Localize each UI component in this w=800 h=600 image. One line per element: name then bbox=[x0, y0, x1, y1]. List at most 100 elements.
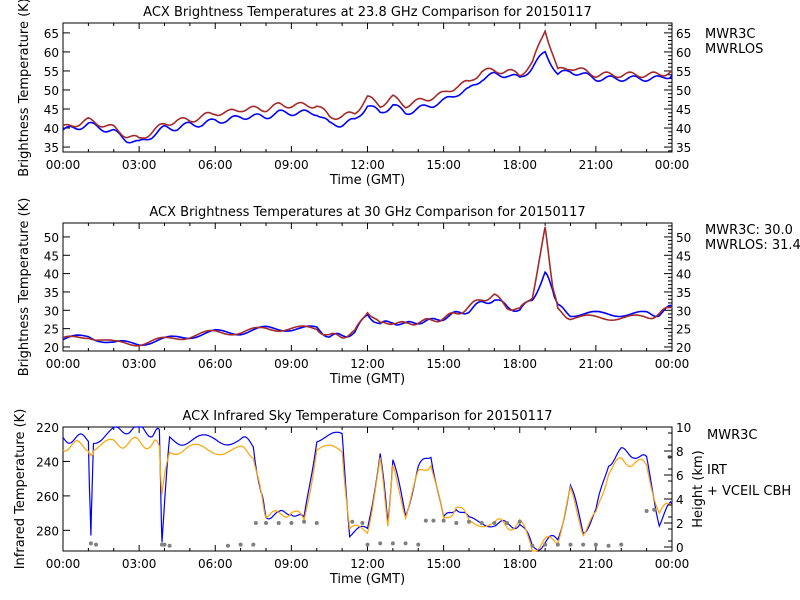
cbh-point bbox=[568, 542, 573, 547]
cbh-point bbox=[530, 543, 535, 548]
cbh-point bbox=[454, 521, 459, 525]
cbh-point bbox=[350, 519, 355, 524]
y2-tick-label: 0 bbox=[676, 541, 684, 555]
cbh-point bbox=[251, 542, 256, 547]
y-tick-label-right: 50 bbox=[676, 231, 691, 245]
x-tick-label: 03:00 bbox=[122, 158, 157, 172]
y2-axis-label: Height (km) bbox=[691, 450, 706, 527]
y2-tick-label: 8 bbox=[676, 445, 684, 459]
cbh-point bbox=[652, 507, 657, 512]
cbh-point bbox=[441, 518, 446, 523]
series-line-irt bbox=[62, 436, 673, 552]
y-tick-label: 55 bbox=[44, 65, 59, 79]
x-axis-label: Time (GMT) bbox=[329, 173, 405, 188]
series-line-mwrlos bbox=[62, 226, 673, 347]
plot-frame bbox=[62, 22, 673, 153]
cbh-point bbox=[302, 519, 307, 524]
x-tick-label: 00:00 bbox=[655, 557, 690, 571]
cbh-point bbox=[403, 541, 408, 546]
x-axis-label: Time (GMT) bbox=[329, 572, 405, 587]
cbh-point bbox=[644, 509, 649, 513]
x-tick-label: 03:00 bbox=[122, 357, 157, 371]
y-tick-label-right: 45 bbox=[676, 249, 691, 263]
chart-title: ACX Brightness Temperatures at 23.8 GHz … bbox=[143, 5, 592, 20]
y-tick-label: 50 bbox=[44, 231, 59, 245]
y-tick-label: 240 bbox=[36, 455, 59, 469]
y-axis-label: Brightness Temperature (K) bbox=[17, 0, 32, 177]
y-tick-label: 260 bbox=[36, 490, 59, 504]
x-tick-label: 12:00 bbox=[350, 557, 385, 571]
legend-entry: MWR3C: 30.0 bbox=[705, 223, 793, 238]
y-tick-label: 280 bbox=[36, 524, 59, 538]
legend-entry: MWR3C bbox=[707, 428, 757, 443]
y2-tick-label: 2 bbox=[676, 517, 684, 531]
y-tick-label: 30 bbox=[44, 304, 59, 318]
x-tick-label: 06:00 bbox=[198, 557, 233, 571]
y-tick-label-right: 40 bbox=[676, 122, 691, 136]
x-tick-label: 15:00 bbox=[426, 158, 461, 172]
x-tick-label: 06:00 bbox=[198, 158, 233, 172]
legend-entry: MWRLOS: 31.4 bbox=[705, 238, 800, 253]
cbh-point bbox=[593, 542, 598, 547]
legend-entry: MWRLOS bbox=[705, 42, 763, 57]
y-tick-label-right: 65 bbox=[676, 27, 691, 41]
cbh-point bbox=[517, 519, 522, 524]
series-line-mwr3c bbox=[62, 50, 673, 144]
y-tick-label: 40 bbox=[44, 122, 59, 136]
y-tick-label: 45 bbox=[44, 103, 59, 117]
y2-tick-label: 10 bbox=[676, 421, 691, 435]
x-tick-label: 00:00 bbox=[46, 357, 81, 371]
x-tick-label: 21:00 bbox=[579, 357, 614, 371]
y-tick-label-right: 30 bbox=[676, 304, 691, 318]
cbh-point bbox=[378, 541, 383, 546]
y-tick-label: 45 bbox=[44, 249, 59, 263]
y-tick-label-right: 35 bbox=[676, 141, 691, 155]
y-tick-label-right: 45 bbox=[676, 103, 691, 117]
x-tick-label: 00:00 bbox=[46, 557, 81, 571]
y-axis-label: Infrared Temperature (K) bbox=[13, 409, 28, 570]
cbh-point bbox=[276, 521, 281, 525]
x-tick-label: 18:00 bbox=[502, 557, 537, 571]
series-line-mwr3c bbox=[62, 426, 673, 551]
chart-title: ACX Brightness Temperatures at 30 GHz Co… bbox=[149, 205, 585, 220]
y-tick-label: 40 bbox=[44, 268, 59, 282]
plot-frame bbox=[62, 222, 673, 352]
cbh-point bbox=[423, 518, 428, 523]
x-tick-label: 00:00 bbox=[655, 158, 690, 172]
y2-tick-label: 4 bbox=[676, 493, 684, 507]
cbh-point bbox=[619, 542, 624, 547]
cbh-point bbox=[543, 542, 548, 547]
y-axis-label: Brightness Temperature (K) bbox=[17, 198, 32, 377]
y-tick-label: 60 bbox=[44, 46, 59, 60]
y-tick-label-right: 55 bbox=[676, 65, 691, 79]
cbh-point bbox=[555, 542, 560, 547]
y-tick-label: 35 bbox=[44, 141, 59, 155]
x-tick-label: 09:00 bbox=[274, 557, 309, 571]
cbh-point bbox=[416, 542, 421, 547]
cbh-point bbox=[162, 542, 167, 547]
chart-title: ACX Infrared Sky Temperature Comparison … bbox=[183, 409, 553, 424]
cbh-point bbox=[360, 521, 365, 525]
cbh-point bbox=[431, 518, 436, 523]
y-tick-label: 65 bbox=[44, 27, 59, 41]
cbh-point bbox=[264, 521, 268, 525]
x-tick-label: 15:00 bbox=[426, 557, 461, 571]
series-line-mwr3c bbox=[62, 270, 673, 347]
y-tick-label-right: 25 bbox=[676, 323, 691, 337]
x-tick-label: 03:00 bbox=[122, 557, 157, 571]
cbh-point bbox=[581, 542, 586, 547]
series-line-mwrlos bbox=[62, 28, 673, 139]
cbh-point bbox=[167, 543, 172, 548]
cbh-point bbox=[225, 543, 230, 548]
cbh-point bbox=[289, 521, 294, 525]
x-tick-label: 12:00 bbox=[350, 158, 385, 172]
x-tick-label: 15:00 bbox=[426, 357, 461, 371]
y-tick-label: 35 bbox=[44, 286, 59, 300]
cbh-point bbox=[365, 542, 370, 547]
y-tick-label-right: 35 bbox=[676, 286, 691, 300]
y-tick-label-right: 40 bbox=[676, 268, 691, 282]
legend-entry: IRT bbox=[707, 463, 727, 478]
x-tick-label: 00:00 bbox=[46, 158, 81, 172]
x-tick-label: 06:00 bbox=[198, 357, 233, 371]
